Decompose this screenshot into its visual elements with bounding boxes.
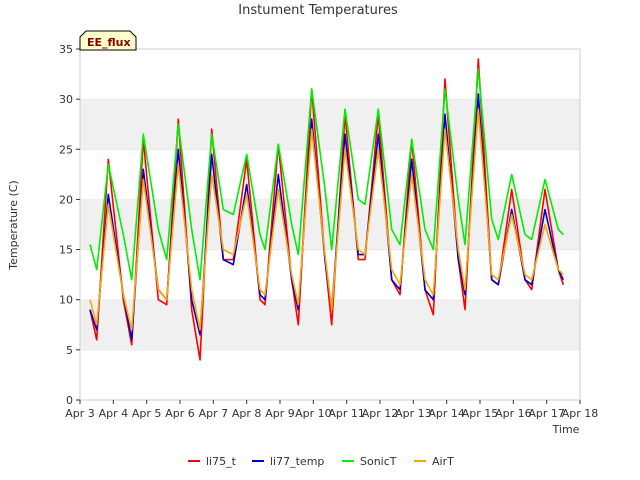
badge-label: EE_flux [87, 36, 131, 49]
x-tick-label: Apr 4 [99, 407, 129, 420]
legend-label-AirT: AirT [432, 455, 454, 468]
series-line-SonicT [89, 68, 564, 281]
y-tick-label: 30 [59, 93, 73, 106]
y-tick-label: 5 [66, 344, 73, 357]
y-tick-label: 0 [66, 394, 73, 407]
x-tick-label: Apr 18 [562, 407, 599, 420]
legend: li75_t li77_temp SonicT AirT [188, 455, 454, 468]
chart-title: Instument Temperatures [238, 3, 398, 18]
legend-label-SonicT: SonicT [360, 455, 397, 468]
x-tick-label: Apr 3 [65, 407, 95, 420]
series-line-AirT [89, 108, 564, 331]
x-axis-ticks: Apr 3 Apr 4 Apr 5 Apr 6 Apr 7 Apr 8 Apr 9 Apr 1… [65, 400, 598, 420]
x-tick-label: Apr 16 [495, 407, 532, 420]
y-tick-label: 25 [59, 143, 73, 156]
grid-band [80, 149, 580, 200]
x-tick-label: Apr 10 [295, 407, 332, 420]
x-tick-label: Apr 9 [265, 407, 295, 420]
x-tick-label: Apr 14 [428, 407, 465, 420]
x-axis-label: Time [552, 423, 580, 436]
grid-bands [80, 48, 580, 400]
y-axis-label: Temperature (C) [7, 180, 20, 270]
x-tick-label: Apr 11 [328, 407, 365, 420]
badge-box [79, 30, 137, 51]
plot-frame [79, 48, 581, 401]
x-tick-label: Apr 15 [462, 407, 499, 420]
x-tick-label: Apr 5 [132, 407, 162, 420]
x-tick-label: Apr 8 [232, 407, 262, 420]
legend-label-li75_t: li75_t [206, 455, 237, 468]
x-tick-label: Apr 7 [199, 407, 229, 420]
y-tick-label: 35 [59, 43, 73, 56]
series-lines [89, 58, 565, 361]
x-tick-label: Apr 13 [395, 407, 432, 420]
badge: EE_flux [79, 30, 137, 51]
grid-band [80, 99, 580, 150]
y-tick-label: 10 [59, 294, 73, 307]
grid-band [80, 349, 580, 400]
y-tick-label: 20 [59, 193, 73, 206]
y-tick-label: 15 [59, 244, 73, 257]
legend-label-li77_temp: li77_temp [270, 455, 324, 468]
x-tick-label: Apr 6 [165, 407, 195, 420]
y-axis-ticks: 0 5 10 15 20 25 30 35 [59, 43, 80, 407]
x-tick-label: Apr 12 [362, 407, 399, 420]
x-tick-label: Apr 17 [528, 407, 565, 420]
grid-band [80, 49, 580, 100]
